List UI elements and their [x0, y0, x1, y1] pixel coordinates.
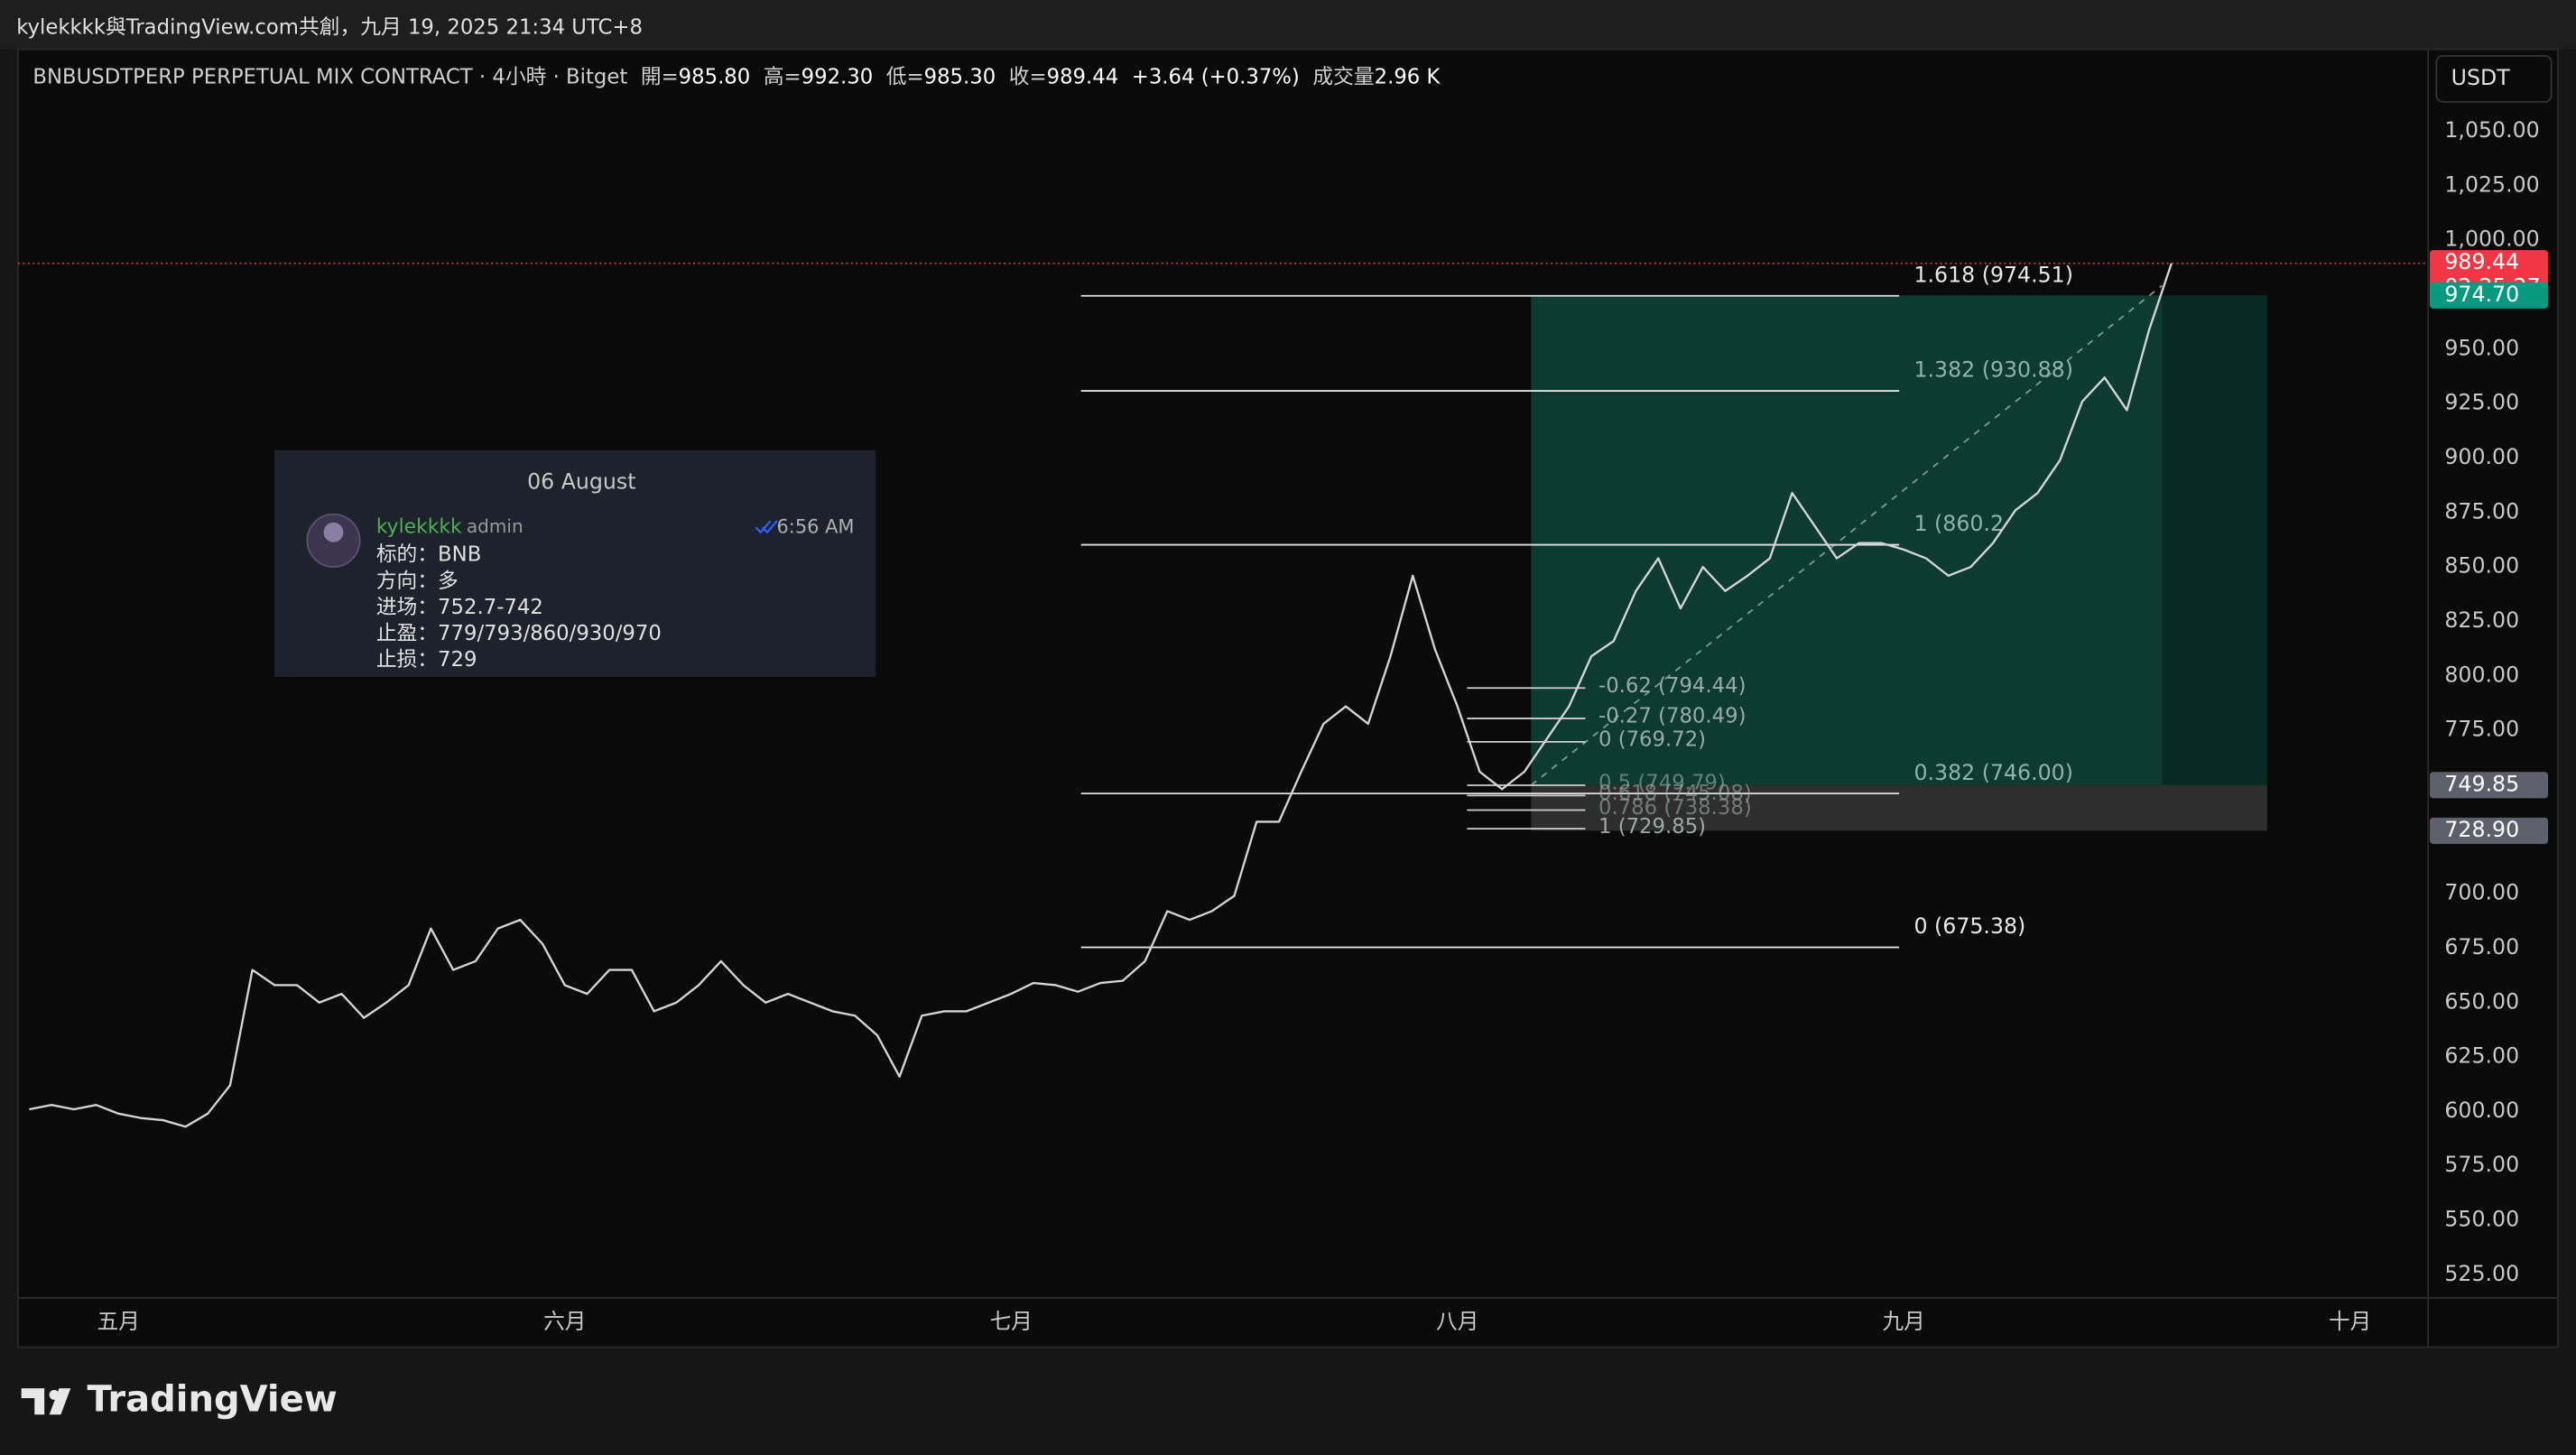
x-tick-label: 七月 [990, 1309, 1033, 1334]
note-line: 方向：多 [376, 570, 459, 593]
ohlc-value: 985.80 [679, 65, 751, 88]
y-tick-label: 550.00 [2444, 1207, 2519, 1232]
y-tick-label: 525.00 [2444, 1261, 2519, 1286]
note-line: 止盈：779/793/860/930/970 [376, 622, 662, 645]
y-tick-label: 1,025.00 [2444, 171, 2539, 197]
y-tick-label: 950.00 [2444, 335, 2519, 360]
profit-zone [1531, 295, 2267, 785]
fib-label: 0 (675.38) [1913, 913, 2025, 939]
legend: BNBUSDTPERP PERPETUAL MIX CONTRACT · 4小時… [32, 65, 1441, 88]
fib-small-label: -0.62 (794.44) [1598, 674, 1746, 698]
fib-small-label: 1 (729.85) [1598, 815, 1706, 839]
read-check [755, 520, 778, 534]
position-path [1530, 284, 2163, 786]
y-tick-label: 850.00 [2444, 553, 2519, 579]
price-tag [2430, 817, 2549, 844]
y-tick-label: 1,050.00 [2444, 117, 2539, 143]
note-user[interactable]: kylekkkk [376, 515, 462, 538]
note-time: 6:56 AM [776, 515, 854, 537]
volume-value: 2.96 K [1375, 65, 1441, 88]
logo-dot [49, 1389, 60, 1400]
y-tick-label: 925.00 [2444, 390, 2519, 415]
note-line: 进场：752.7-742 [376, 596, 543, 619]
x-tick-label: 六月 [543, 1309, 586, 1334]
price-tag [2430, 772, 2549, 799]
y-tick-label: 875.00 [2444, 498, 2519, 524]
price-tag-label: 749.85 [2444, 771, 2519, 796]
fib-label: 1.618 (974.51) [1913, 262, 2072, 287]
fib-small-label: -0.27 (780.49) [1598, 705, 1746, 728]
y-tick-label: 625.00 [2444, 1043, 2519, 1069]
page-title: kylekkkk與TradingView.com共創，九月 19, 2025 2… [16, 15, 643, 39]
y-tick-label: 900.00 [2444, 444, 2519, 469]
x-tick-label: 八月 [1436, 1309, 1478, 1334]
price-tag [2430, 282, 2549, 309]
ohlc-value: 989.44 [1047, 65, 1119, 88]
ohlc-label: 開= [641, 65, 679, 88]
ohlc-label: 低= [886, 65, 924, 88]
note-background [273, 449, 876, 677]
ohlc-label: 收= [1009, 65, 1047, 88]
y-tick-label: 575.00 [2444, 1152, 2519, 1177]
note-line: 止损：729 [376, 648, 477, 672]
x-tick-label: 十月 [2329, 1309, 2371, 1334]
y-tick-label: 600.00 [2444, 1098, 2519, 1123]
y-tick-label: 775.00 [2444, 717, 2519, 742]
y-tick-label: 825.00 [2444, 607, 2519, 633]
price-tag-label: 974.70 [2444, 282, 2519, 307]
plot: 525.00 550.00 575.00 600.00 625.00 650.00 675.… [18, 117, 2549, 1334]
price-line [29, 263, 2173, 1128]
price-tag-label: 989.44 [2444, 249, 2519, 274]
ohlc-value: 985.30 [924, 65, 996, 88]
y-tick-label: 700.00 [2444, 880, 2519, 905]
note-line: 标的：BNB [376, 543, 481, 567]
profit-zone-remaining [2162, 295, 2267, 785]
fib-label: 1.382 (930.88) [1913, 357, 2072, 383]
fib-small-label: 0.618 (745.08) [1598, 782, 1752, 805]
currency-button[interactable] [2435, 55, 2553, 103]
note-card: 06 August kylekkkk admin 6:56 AM 标的：BNB 方… [273, 449, 876, 677]
note-date: 06 August [527, 469, 635, 495]
logo: TradingView [21, 1379, 338, 1421]
fib-small-label: 0 (769.72) [1598, 728, 1706, 752]
avatar-head [323, 522, 344, 542]
volume-label: 成交量 [1312, 65, 1374, 88]
top-bar [0, 0, 2576, 50]
y-tick-label: 675.00 [2444, 934, 2519, 959]
note-role: admin [467, 515, 524, 537]
ohlc-label: 高= [764, 65, 802, 88]
symbol: BNBUSDTPERP PERPETUAL MIX CONTRACT · 4小時… [32, 65, 627, 88]
x-tick-label: 九月 [1883, 1309, 1925, 1334]
ohlc-value: 992.30 [802, 65, 874, 88]
fib-label: 0.382 (746.00) [1913, 760, 2072, 785]
legend-text: BNBUSDTPERP PERPETUAL MIX CONTRACT · 4小時… [32, 65, 1441, 88]
logo-text: TradingView [87, 1379, 337, 1421]
change: +3.64 (+0.37%) [1132, 65, 1300, 88]
price-tag-label: 728.90 [2444, 817, 2519, 842]
x-tick-label: 五月 [97, 1309, 140, 1334]
fib-label: 1 (860.2 [1913, 511, 2004, 536]
note-lines: 标的：BNB 方向：多进场：752.7-742 止盈：779/793/860/930… [376, 543, 662, 672]
y-tick-label: 650.00 [2444, 988, 2519, 1014]
currency[interactable]: USDT [2451, 65, 2511, 90]
fib-small-label: 0.786 (738.38) [1598, 796, 1752, 820]
y-tick-label: 800.00 [2444, 662, 2519, 687]
y-tick-label: 1,000.00 [2444, 227, 2539, 252]
fib-small-label: 0.5 (749.79) [1598, 772, 1726, 795]
